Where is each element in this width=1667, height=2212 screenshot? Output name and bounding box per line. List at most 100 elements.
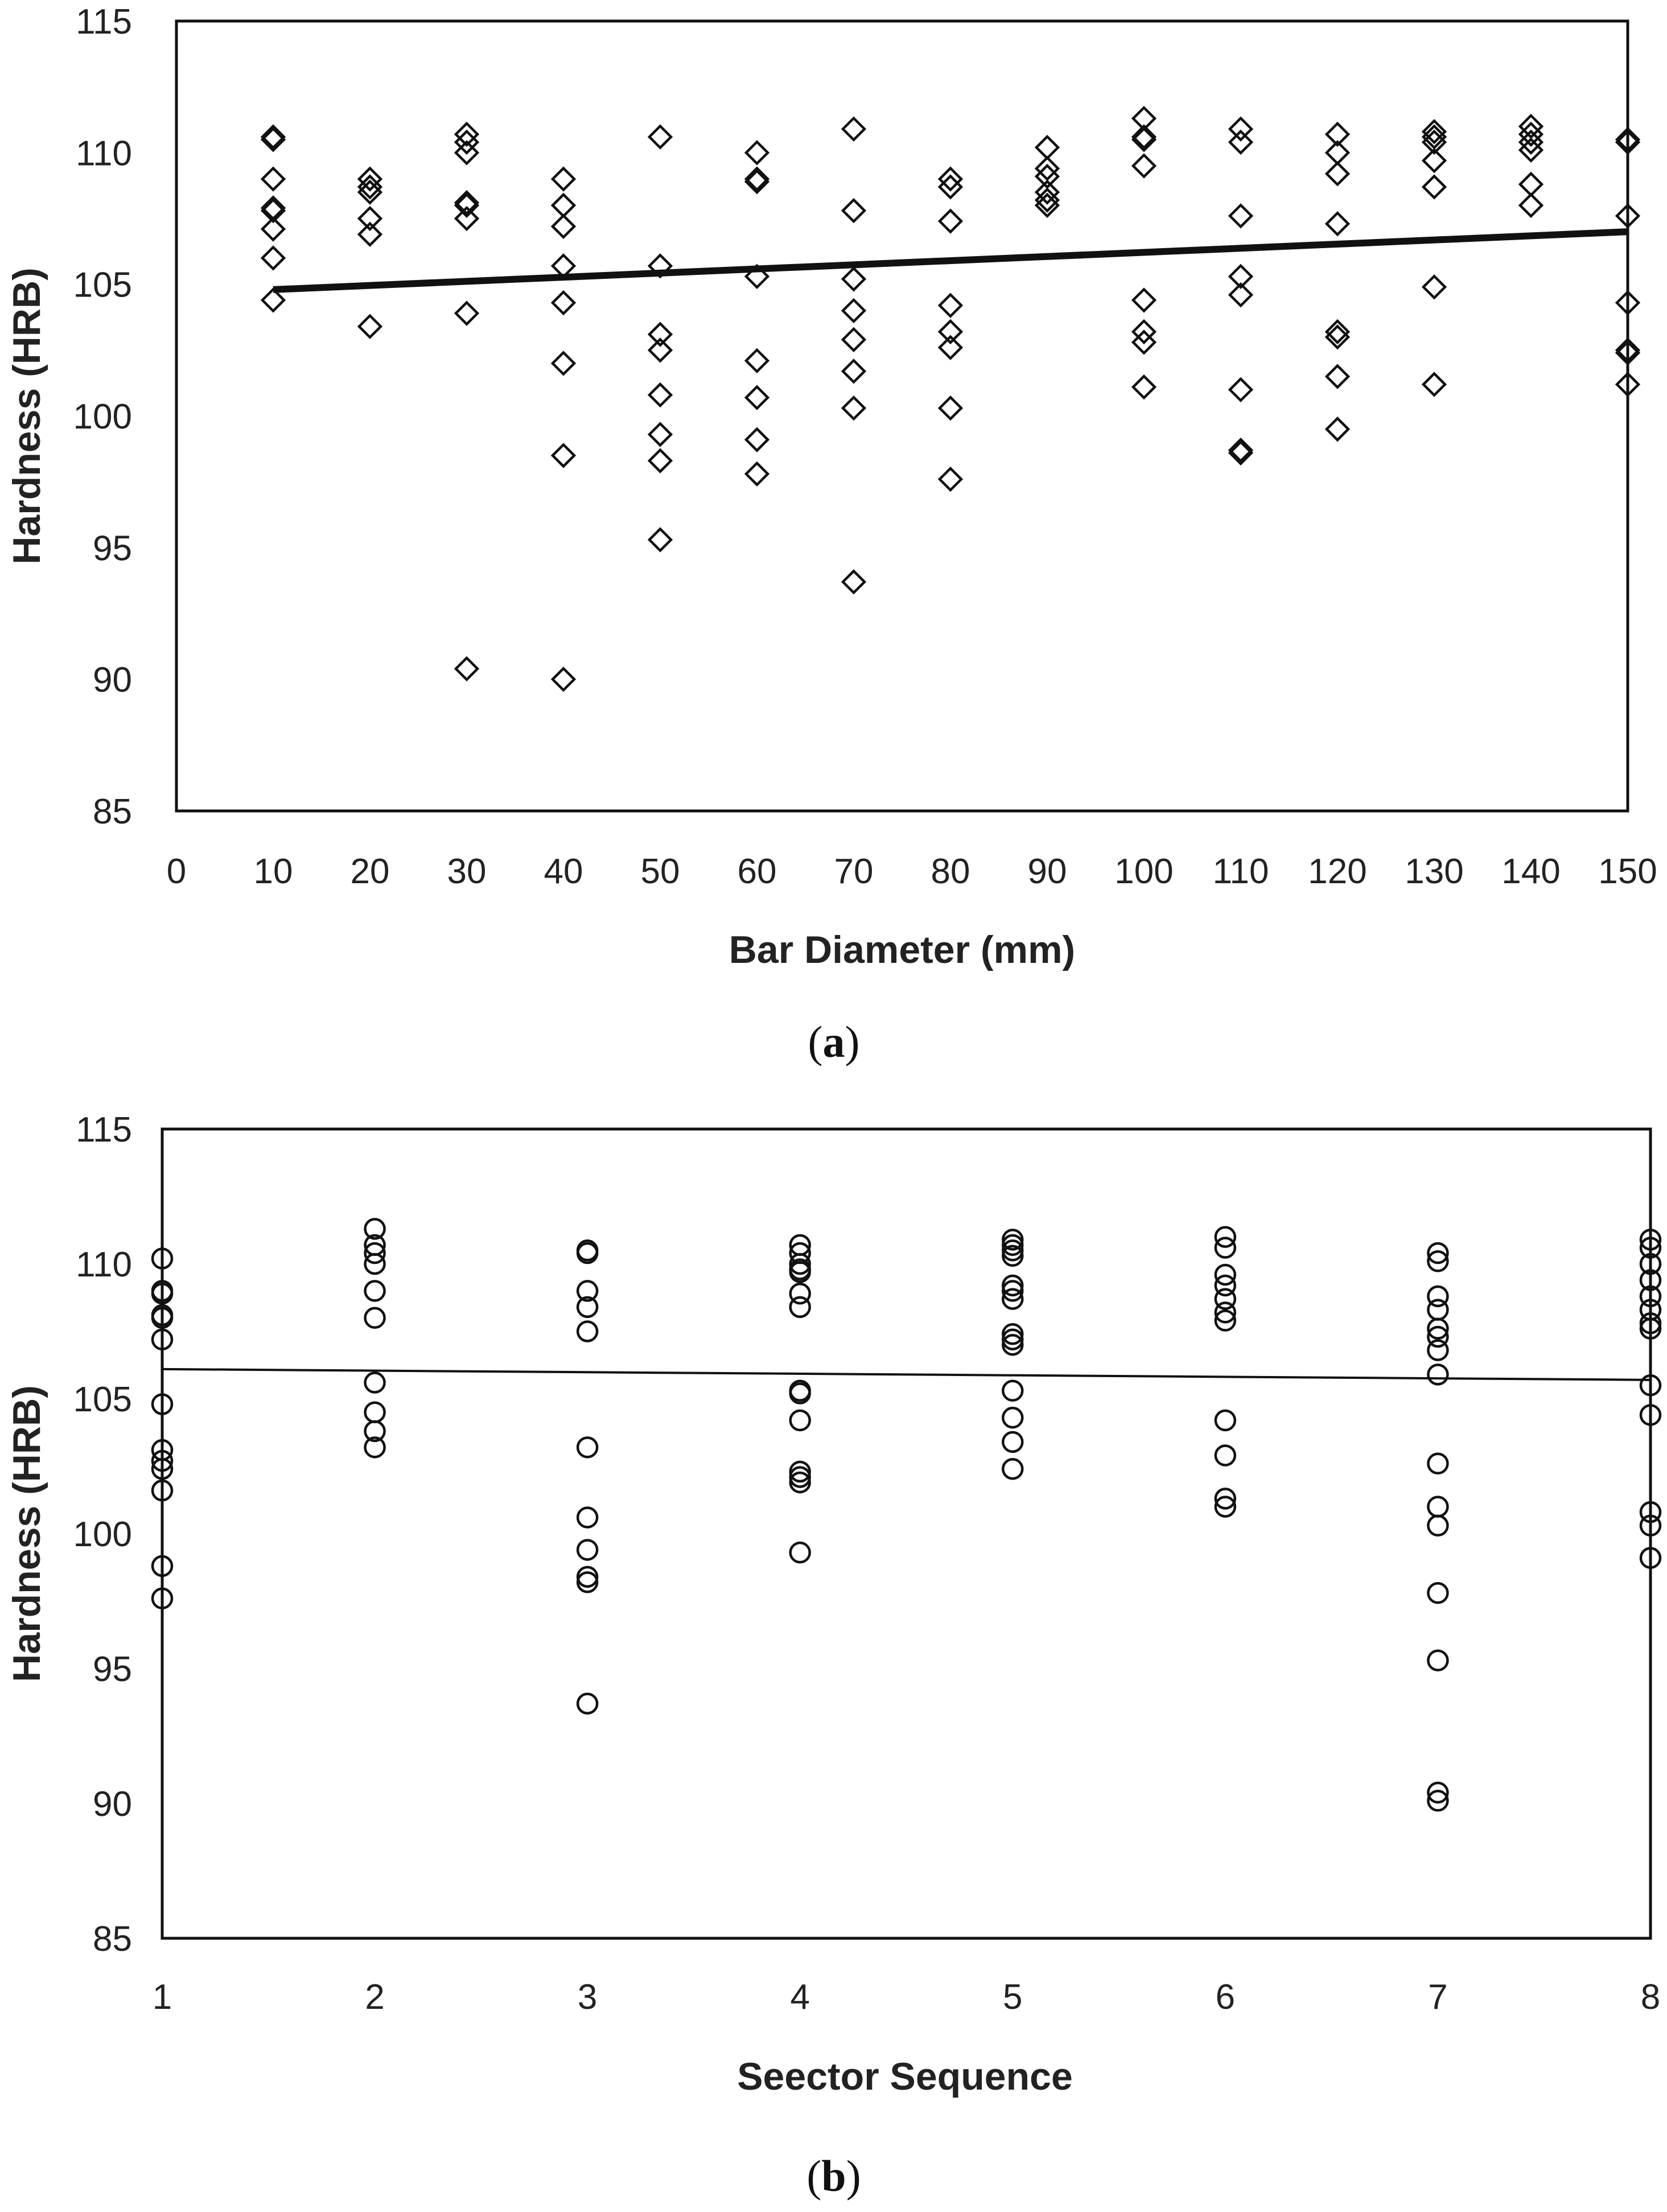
data-point-diamond bbox=[550, 351, 577, 376]
y-tick-label-b-95: 95 bbox=[93, 1650, 132, 1689]
y-tick-label-b-115: 115 bbox=[76, 1110, 132, 1150]
data-point-diamond bbox=[1615, 203, 1641, 229]
data-point-circle bbox=[1427, 1790, 1449, 1812]
data-point-diamond bbox=[1034, 192, 1060, 219]
data-point-circle bbox=[1639, 1237, 1662, 1259]
data-point-circle bbox=[789, 1282, 811, 1305]
x-tick-label-a-30: 30 bbox=[447, 852, 487, 891]
data-point-circle bbox=[1002, 1333, 1024, 1356]
data-point-diamond bbox=[1421, 174, 1447, 200]
data-point-diamond bbox=[841, 395, 867, 421]
data-point-circle bbox=[1214, 1488, 1237, 1510]
x-axis-title-a: Bar Diameter (mm) bbox=[729, 928, 1075, 971]
data-point-circle bbox=[1427, 1364, 1449, 1386]
data-point-diamond bbox=[841, 569, 867, 595]
data-markers-a bbox=[260, 106, 1641, 692]
data-point-circle bbox=[151, 1479, 174, 1502]
x-tick-label-a-80: 80 bbox=[931, 852, 970, 891]
data-point-circle bbox=[1002, 1379, 1024, 1402]
data-point-circle bbox=[1002, 1431, 1024, 1453]
data-point-diamond bbox=[357, 314, 383, 339]
data-point-diamond bbox=[841, 327, 867, 353]
data-point-diamond bbox=[1421, 124, 1447, 150]
data-point-circle bbox=[1427, 1452, 1449, 1475]
data-point-circle bbox=[1002, 1406, 1024, 1429]
data-point-diamond bbox=[1615, 290, 1641, 316]
data-point-diamond bbox=[841, 298, 867, 324]
data-point-diamond bbox=[1034, 163, 1060, 190]
y-tick-label-a-110: 110 bbox=[76, 134, 132, 173]
data-point-circle bbox=[1427, 1317, 1449, 1340]
y-tick-label-a-100: 100 bbox=[73, 397, 132, 436]
data-point-diamond bbox=[937, 166, 964, 192]
x-tick-label-a-40: 40 bbox=[544, 852, 583, 891]
x-tick-label-a-50: 50 bbox=[641, 852, 680, 891]
data-point-circle bbox=[1639, 1501, 1662, 1523]
data-point-diamond bbox=[454, 192, 480, 219]
x-tick-label-a-10: 10 bbox=[254, 852, 293, 891]
panel-label-a: (a) bbox=[808, 1017, 860, 1066]
y-tick-labels-a: 85 90 95 100 105 110 115 bbox=[73, 2, 132, 831]
data-point-diamond bbox=[744, 385, 770, 410]
data-point-diamond bbox=[260, 166, 286, 192]
data-point-circle bbox=[1427, 1285, 1449, 1308]
data-point-diamond bbox=[454, 121, 480, 147]
x-tick-label-b-2: 2 bbox=[365, 1978, 384, 2017]
y-tick-label-a-85: 85 bbox=[93, 792, 132, 831]
data-point-diamond bbox=[1131, 287, 1157, 313]
data-point-circle bbox=[1214, 1301, 1237, 1324]
data-point-diamond bbox=[647, 337, 673, 363]
y-axis-title-b: Hardness (HRB) bbox=[5, 1385, 48, 1682]
data-point-circle bbox=[1214, 1288, 1237, 1310]
data-point-circle bbox=[576, 1242, 599, 1264]
data-point-diamond bbox=[454, 300, 480, 326]
data-point-circle bbox=[1639, 1317, 1662, 1340]
x-tick-label-a-130: 130 bbox=[1405, 852, 1463, 891]
data-point-circle bbox=[1002, 1280, 1024, 1302]
data-markers-b bbox=[151, 1218, 1662, 1812]
data-point-diamond bbox=[647, 422, 673, 447]
data-point-circle bbox=[789, 1296, 811, 1319]
data-point-diamond bbox=[1518, 129, 1544, 155]
data-point-diamond bbox=[454, 129, 480, 155]
x-tick-label-a-140: 140 bbox=[1501, 852, 1560, 891]
data-point-diamond bbox=[744, 166, 770, 192]
data-point-diamond bbox=[1324, 121, 1351, 147]
panel-label-b-letter: b bbox=[821, 2151, 846, 2201]
data-point-diamond bbox=[1324, 324, 1351, 350]
data-point-diamond bbox=[454, 190, 480, 216]
data-point-diamond bbox=[260, 124, 286, 150]
x-tick-label-a-120: 120 bbox=[1308, 852, 1366, 891]
trendline-a-group bbox=[273, 228, 1628, 293]
y-tick-label-a-95: 95 bbox=[93, 529, 132, 568]
y-tick-label-a-90: 90 bbox=[93, 661, 132, 700]
data-point-circle bbox=[151, 1587, 174, 1610]
data-point-circle bbox=[789, 1409, 811, 1432]
data-point-diamond bbox=[1131, 374, 1157, 400]
data-point-circle bbox=[1639, 1547, 1662, 1569]
data-point-circle bbox=[151, 1393, 174, 1415]
data-point-diamond bbox=[1518, 192, 1544, 219]
data-point-circle bbox=[151, 1247, 174, 1270]
data-point-diamond bbox=[260, 216, 286, 242]
data-point-diamond bbox=[744, 140, 770, 166]
data-point-circle bbox=[789, 1466, 811, 1488]
data-point-circle bbox=[789, 1541, 811, 1564]
data-point-diamond bbox=[1228, 116, 1254, 142]
data-point-circle bbox=[1639, 1514, 1662, 1537]
data-point-diamond bbox=[1518, 137, 1544, 163]
data-point-circle bbox=[1002, 1328, 1024, 1350]
data-point-circle bbox=[364, 1218, 386, 1240]
x-tick-label-b-1: 1 bbox=[153, 1978, 172, 2017]
data-point-circle bbox=[1427, 1325, 1449, 1348]
data-point-circle bbox=[1002, 1245, 1024, 1267]
x-tick-label-b-6: 6 bbox=[1216, 1978, 1235, 2017]
data-point-circle bbox=[364, 1253, 386, 1275]
data-point-diamond bbox=[357, 221, 383, 247]
data-point-diamond bbox=[454, 205, 480, 232]
x-tick-label-a-90: 90 bbox=[1028, 852, 1067, 891]
y-tick-label-b-90: 90 bbox=[93, 1785, 132, 1824]
data-point-circle bbox=[1002, 1288, 1024, 1310]
data-point-circle bbox=[576, 1539, 599, 1561]
trendline-b bbox=[162, 1367, 1651, 1381]
